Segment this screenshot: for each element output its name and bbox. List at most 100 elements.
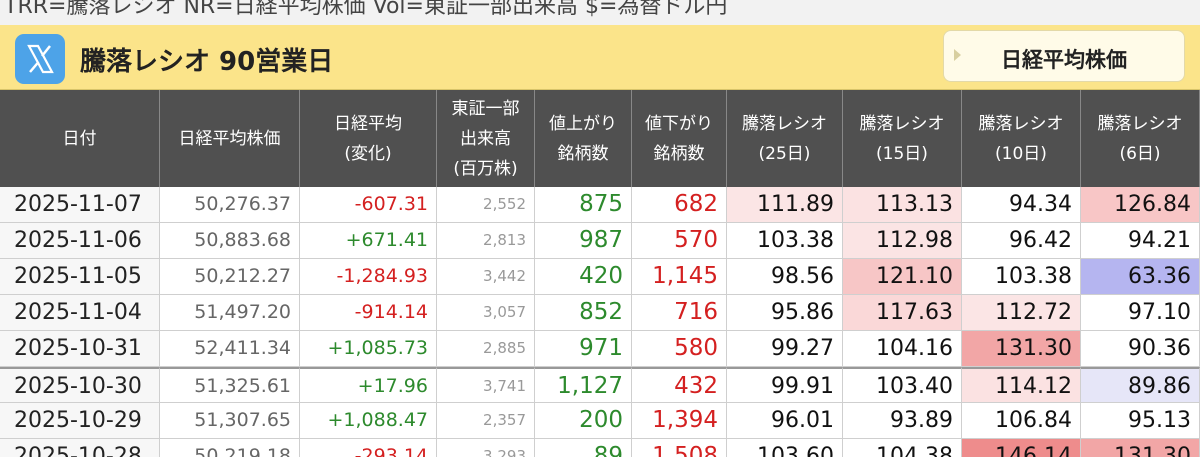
header-line: 日経平均株価 — [178, 128, 281, 149]
value-cell: 3,293 — [437, 439, 535, 457]
value-cell: 94.34 — [962, 187, 1081, 223]
x-logo — [27, 44, 54, 74]
date-cell: 2025-10-28 — [0, 439, 160, 457]
header-line: 日付 — [62, 128, 97, 149]
value-cell: 131.30 — [962, 331, 1081, 367]
value-cell: 50,212.27 — [160, 259, 300, 295]
value-cell: 3,057 — [437, 295, 535, 331]
header-line: (10日) — [995, 143, 1047, 164]
value-cell: -914.14 — [300, 295, 437, 331]
value-cell: 3,442 — [437, 259, 535, 295]
date-cell: 2025-11-06 — [0, 223, 160, 259]
column-header: 日付 — [0, 90, 160, 187]
value-cell: +1,085.73 — [300, 331, 437, 367]
value-cell: 580 — [632, 331, 727, 367]
date-cell: 2025-10-31 — [0, 331, 160, 367]
x-share-icon[interactable] — [15, 34, 65, 84]
value-cell: 98.56 — [727, 259, 843, 295]
value-cell: 432 — [632, 367, 727, 403]
value-cell: 51,325.61 — [160, 367, 300, 403]
column-header: 騰落レシオ (15日) — [843, 90, 962, 187]
legend-text: TRR=騰落レシオ NR=日経平均株価 Vol=東証一部出来高 $=為替ドル円 — [4, 0, 728, 19]
value-cell: 1,127 — [535, 367, 632, 403]
column-header: 騰落レシオ (6日) — [1081, 90, 1200, 187]
value-cell: -293.14 — [300, 439, 437, 457]
value-cell: 852 — [535, 295, 632, 331]
data-table: 日付 日経平均株価 日経平均 (変化) 東証一部 出来高 (百万株) 値上がり 銘柄数 値下がり銘… — [0, 90, 1200, 457]
page-title: 騰落レシオ 90営業日 — [80, 47, 334, 77]
header-line: (変化) — [344, 143, 392, 164]
value-cell: 146.14 — [962, 439, 1081, 457]
value-cell: 971 — [535, 331, 632, 367]
value-cell: 90.36 — [1081, 331, 1200, 367]
date-cell: 2025-11-07 — [0, 187, 160, 223]
column-header: 騰落レシオ (10日) — [962, 90, 1081, 187]
value-cell: 682 — [632, 187, 727, 223]
value-cell: 95.13 — [1081, 403, 1200, 439]
column-header: 値上がり 銘柄数 — [535, 90, 632, 187]
header-line: 騰落レシオ — [742, 113, 827, 134]
value-cell: 103.38 — [962, 259, 1081, 295]
value-cell: +17.96 — [300, 367, 437, 403]
value-cell: 420 — [535, 259, 632, 295]
value-cell: 2,357 — [437, 403, 535, 439]
header-line: (25日) — [758, 143, 811, 164]
date-cell: 2025-11-05 — [0, 259, 160, 295]
header-line: 日経平均 — [334, 113, 402, 134]
value-cell: 2,813 — [437, 223, 535, 259]
value-cell: 200 — [535, 403, 632, 439]
value-cell: 2,885 — [437, 331, 535, 367]
value-cell: 95.86 — [727, 295, 843, 331]
value-cell: 103.60 — [727, 439, 843, 457]
value-cell: +1,088.47 — [300, 403, 437, 439]
value-cell: 875 — [535, 187, 632, 223]
value-cell: 121.10 — [843, 259, 962, 295]
value-cell: 99.27 — [727, 331, 843, 367]
column-header: 値下がり 銘柄数 — [632, 90, 727, 187]
value-cell: 103.40 — [843, 367, 962, 403]
value-cell: 106.84 — [962, 403, 1081, 439]
header-line: 値下がり — [645, 113, 713, 134]
value-cell: 111.89 — [727, 187, 843, 223]
header-line: (15日) — [876, 143, 928, 164]
header-line: 値上がり — [549, 113, 617, 134]
column-header: 騰落レシオ (25日) — [727, 90, 843, 187]
value-cell: 96.42 — [962, 223, 1081, 259]
value-cell: 114.12 — [962, 367, 1081, 403]
value-cell: 716 — [632, 295, 727, 331]
column-header: 東証一部 出来高 (百万株) — [437, 90, 535, 187]
index-button[interactable]: 日経平均株価 — [943, 30, 1185, 82]
value-cell: 89 — [535, 439, 632, 457]
header-line: (百万株) — [453, 158, 518, 179]
value-cell: 50,883.68 — [160, 223, 300, 259]
value-cell: 570 — [632, 223, 727, 259]
button-label: 日経平均株価 — [1001, 48, 1127, 72]
value-cell: 50,219.18 — [160, 439, 300, 457]
value-cell: 89.86 — [1081, 367, 1200, 403]
value-cell: 94.21 — [1081, 223, 1200, 259]
header-line: 騰落レシオ — [859, 113, 945, 134]
value-cell: 1,394 — [632, 403, 727, 439]
value-cell: 63.36 — [1081, 259, 1200, 295]
value-cell: -607.31 — [300, 187, 437, 223]
value-cell: 3,741 — [437, 367, 535, 403]
value-cell: 2,552 — [437, 187, 535, 223]
value-cell: 131.30 — [1081, 439, 1200, 457]
button-arrow — [954, 49, 961, 61]
value-cell: 987 — [535, 223, 632, 259]
value-cell: 51,497.20 — [160, 295, 300, 331]
value-cell: -1,284.93 — [300, 259, 437, 295]
header-line: 出来高 — [460, 128, 511, 149]
value-cell: 50,276.37 — [160, 187, 300, 223]
value-cell: 103.38 — [727, 223, 843, 259]
value-cell: 104.16 — [843, 331, 962, 367]
value-cell: 99.91 — [727, 367, 843, 403]
legend-strip: TRR=騰落レシオ NR=日経平均株価 Vol=東証一部出来高 $=為替ドル円 — [0, 0, 1200, 25]
value-cell: 104.38 — [843, 439, 962, 457]
header-line: 銘柄数 — [557, 143, 609, 164]
value-cell: 126.84 — [1081, 187, 1200, 223]
value-cell: 117.63 — [843, 295, 962, 331]
value-cell: 113.13 — [843, 187, 962, 223]
value-cell: 51,307.65 — [160, 403, 300, 439]
